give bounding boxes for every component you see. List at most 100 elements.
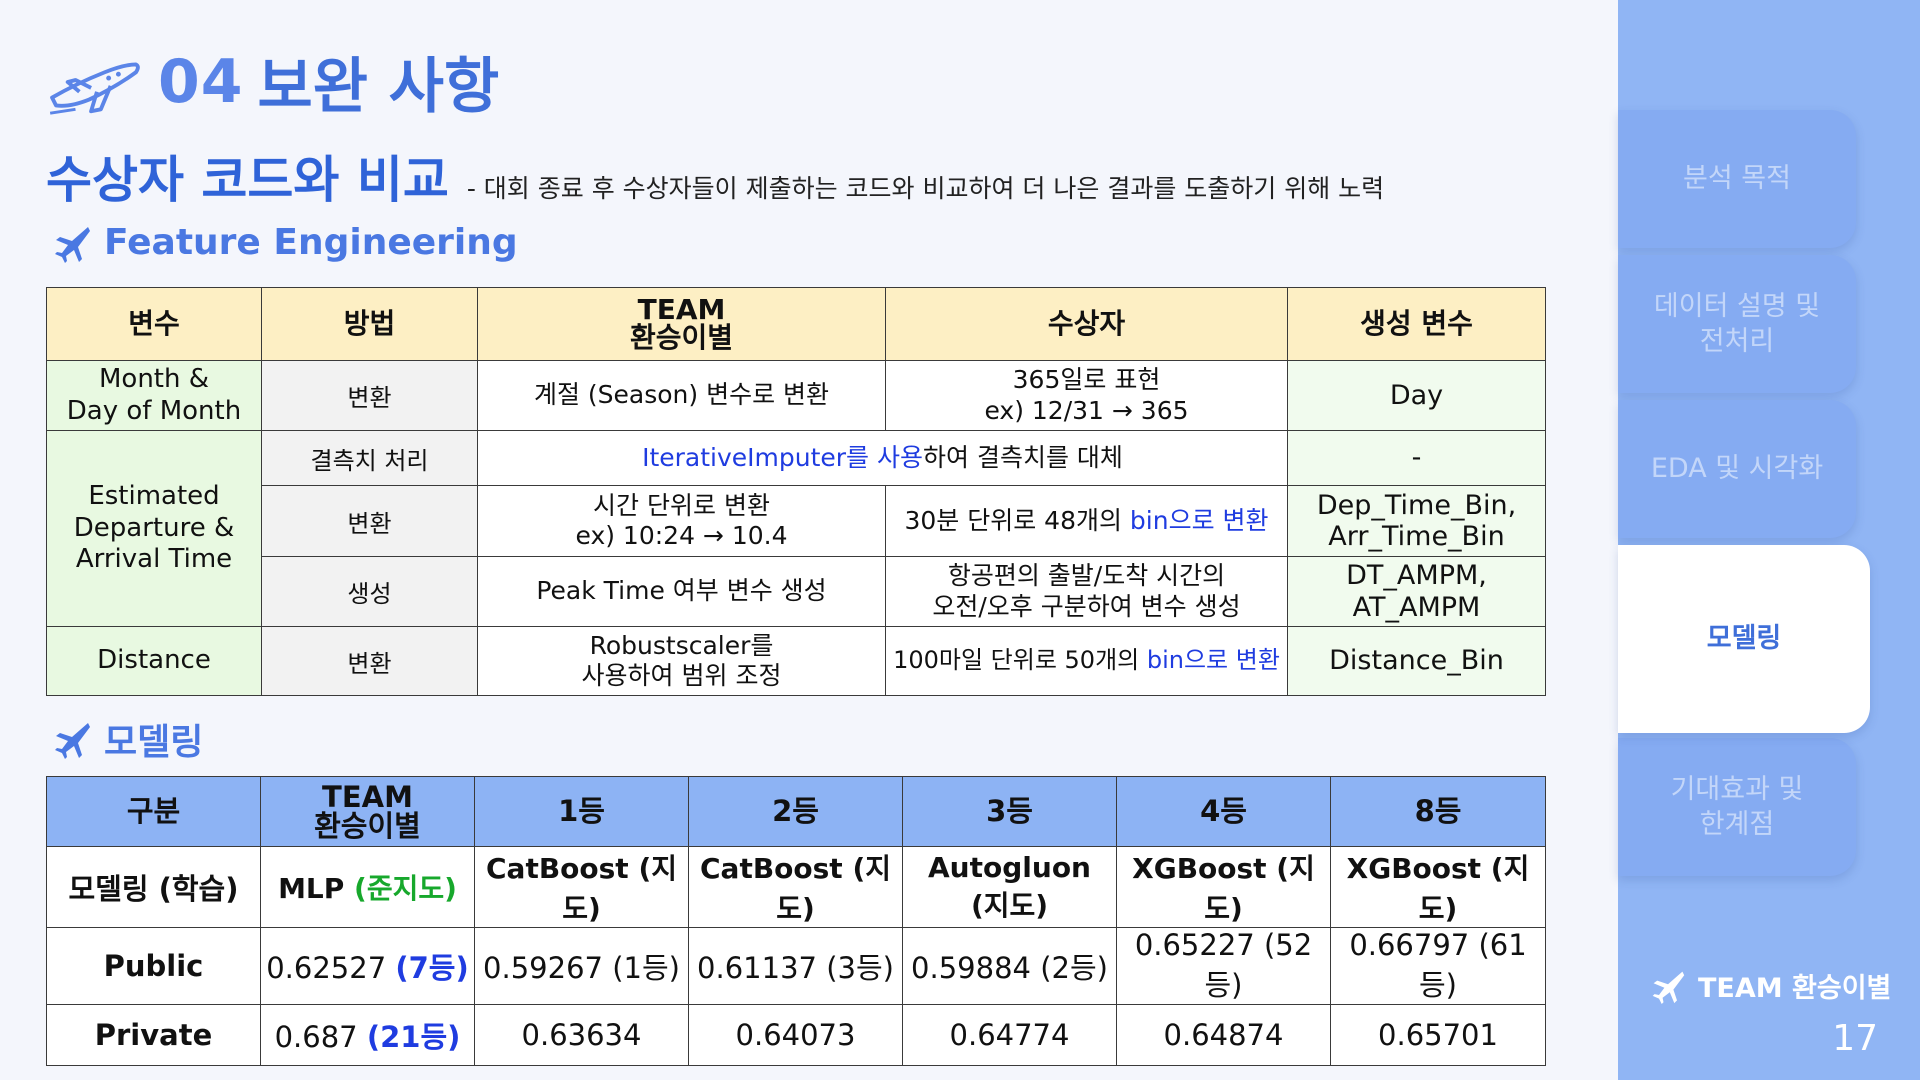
feature-engineering-table: 변수 방법 TEAM 환승이별 수상자 생성 변수 Month & Day of M… [46, 287, 1546, 696]
table-row: Public 0.62527 (7등) 0.59267 (1등) 0.61137… [46, 927, 1546, 1005]
team-model-cell: MLP (준지도) [260, 846, 475, 928]
header-team-line2: 환승이별 [314, 808, 421, 843]
header-cell: 생성 변수 [1287, 287, 1546, 361]
sidebar-tab-eda[interactable]: EDA 및 시각화 [1618, 400, 1856, 538]
tab-label: 분석 목적 [1683, 163, 1791, 195]
generated-line: DT_AMPM, [1346, 560, 1487, 592]
team-rank: (21등) [366, 1020, 461, 1054]
winner-line: ex) 12/31 → 365 [984, 395, 1189, 425]
section-feature-engineering: Feature Engineering [52, 222, 518, 263]
feature-line: Departure & [73, 512, 235, 543]
page-number: 17 [1832, 1018, 1878, 1059]
team-cell: 시간 단위로 변환 ex) 10:24 → 10.4 [477, 485, 886, 557]
feature-cell: Distance [46, 626, 262, 696]
method-cell: 변환 [261, 626, 478, 696]
winner-cell: 365일로 표현 ex) 12/31 → 365 [885, 360, 1288, 431]
team-rank: (7등) [395, 951, 469, 985]
header-cell: 1등 [474, 776, 689, 847]
score-cell: 0.66797 (61등) [1330, 927, 1546, 1005]
row-label: Private [46, 1004, 261, 1066]
team-cell: Robustscaler를 사용하여 범위 조정 [477, 626, 886, 696]
generated-cell: Distance_Bin [1287, 626, 1546, 696]
table-row: 변환 시간 단위로 변환 ex) 10:24 → 10.4 30분 단위로 48개… [47, 485, 1546, 557]
method-cell: 생성 [261, 556, 478, 627]
sidebar-tab-purpose[interactable]: 분석 목적 [1618, 110, 1856, 248]
section-label: Feature Engineering [104, 222, 518, 263]
header-cell: TEAM 환승이별 [477, 287, 886, 361]
score-cell: 0.65701 [1330, 1004, 1546, 1066]
table-row: Month & Day of Month 변환 계절 (Season) 변수로 변… [46, 360, 1546, 431]
slide-main: 04 보완 사항 수상자 코드와 비교 - 대회 종료 후 수상자들이 제출하는… [46, 46, 1546, 1066]
sidebar-tab-modeling[interactable]: 모델링 [1618, 545, 1870, 733]
team-cell: 계절 (Season) 변수로 변환 [477, 360, 886, 431]
header-cell: TEAM 환승이별 [260, 776, 475, 847]
tab-label-line2: 한계점 [1699, 809, 1775, 840]
section-label: 모델링 [104, 722, 204, 763]
score-cell: 0.65227 (52등) [1116, 927, 1331, 1005]
score-cell: 0.64774 [902, 1004, 1117, 1066]
brand-label: TEAM 환승이별 [1698, 973, 1892, 1004]
team-model-note: (준지도) [354, 872, 457, 905]
generated-line: Dep_Time_Bin, [1316, 489, 1517, 521]
table-header-row: 구분 TEAM 환승이별 1등 2등 3등 4등 8등 [46, 776, 1546, 847]
winner-cell: 30분 단위로 48개의 bin으로 변환 [885, 485, 1288, 557]
merged-cell: IterativeImputer를 사용하여 결측치를 대체 [477, 430, 1288, 486]
score-cell: 0.64073 [688, 1004, 903, 1066]
header-team-line2: 환승이별 [629, 321, 734, 354]
generated-cell: - [1287, 430, 1546, 486]
section-modeling: 모델링 [52, 713, 203, 765]
generated-line: Arr_Time_Bin [1328, 521, 1505, 552]
team-brand: TEAM 환승이별 [1650, 966, 1891, 1005]
team-cell: Peak Time 여부 변수 생성 [477, 556, 886, 627]
header-cell: 2등 [688, 776, 903, 847]
winner-line: 항공편의 출발/도착 시간의 [947, 561, 1226, 590]
header-cell: 방법 [261, 287, 478, 361]
method-cell: 결측치 처리 [261, 430, 478, 486]
team-model: MLP [278, 872, 355, 905]
table-row: Private 0.687 (21등) 0.63634 0.64073 0.64… [46, 1004, 1546, 1066]
generated-line: AT_AMPM [1352, 591, 1481, 623]
winner-text: 30분 단위로 48개의 [904, 505, 1130, 535]
model-cell: XGBoost (지도) [1330, 846, 1546, 928]
table-header-row: 변수 방법 TEAM 환승이별 수상자 생성 변수 [46, 287, 1546, 361]
model-cell: XGBoost (지도) [1116, 846, 1331, 928]
score-cell: 0.64874 [1116, 1004, 1331, 1066]
team-score-cell: 0.687 (21등) [260, 1004, 475, 1066]
section-number: 04 [158, 46, 244, 117]
team-score: 0.62527 [266, 951, 396, 985]
team-line: 사용하여 범위 조정 [581, 661, 782, 690]
modeling-table: 구분 TEAM 환승이별 1등 2등 3등 4등 8등 모델링 (학습) MLP … [46, 776, 1546, 1066]
tab-label: 데이터 설명 및 [1653, 290, 1821, 322]
header-cell: 수상자 [885, 287, 1288, 361]
row-label: Public [46, 927, 261, 1005]
header-cell: 구분 [46, 776, 261, 847]
airplane-icon [1652, 971, 1685, 1004]
model-cell: CatBoost (지도) [474, 846, 689, 928]
header-team-line1: TEAM [322, 779, 413, 814]
page-title: 보완 사항 [257, 52, 500, 122]
team-score-cell: 0.62527 (7등) [260, 927, 475, 1005]
winner-text: 100마일 단위로 50개의 [893, 646, 1147, 675]
team-line: 시간 단위로 변환 [593, 490, 770, 520]
score-cell: 0.59884 (2등) [902, 927, 1117, 1005]
model-cell: CatBoost (지도) [688, 846, 903, 928]
tab-label-line2: 전처리 [1699, 326, 1775, 357]
feature-line: Day of Month [66, 395, 242, 426]
highlight-text: IterativeImputer를 사용 [642, 442, 924, 472]
feature-line: Month & [98, 363, 210, 394]
tab-label: 기대효과 및 [1670, 773, 1804, 805]
airplane-icon [55, 723, 90, 759]
table-row: 모델링 (학습) MLP (준지도) CatBoost (지도) CatBoos… [46, 846, 1546, 928]
header-cell: 4등 [1116, 776, 1331, 847]
team-score: 0.687 [274, 1020, 367, 1054]
airplane-icon [49, 62, 140, 115]
subtitle-row: 수상자 코드와 비교 - 대회 종료 후 수상자들이 제출하는 코드와 비교하여… [46, 140, 1384, 212]
tab-label: 모델링 [1706, 623, 1782, 655]
score-cell: 0.61137 (3등) [688, 927, 903, 1005]
generated-cell: Dep_Time_Bin, Arr_Time_Bin [1287, 485, 1546, 557]
score-cell: 0.59267 (1등) [474, 927, 689, 1005]
highlight-text: bin으로 변환 [1146, 646, 1280, 675]
